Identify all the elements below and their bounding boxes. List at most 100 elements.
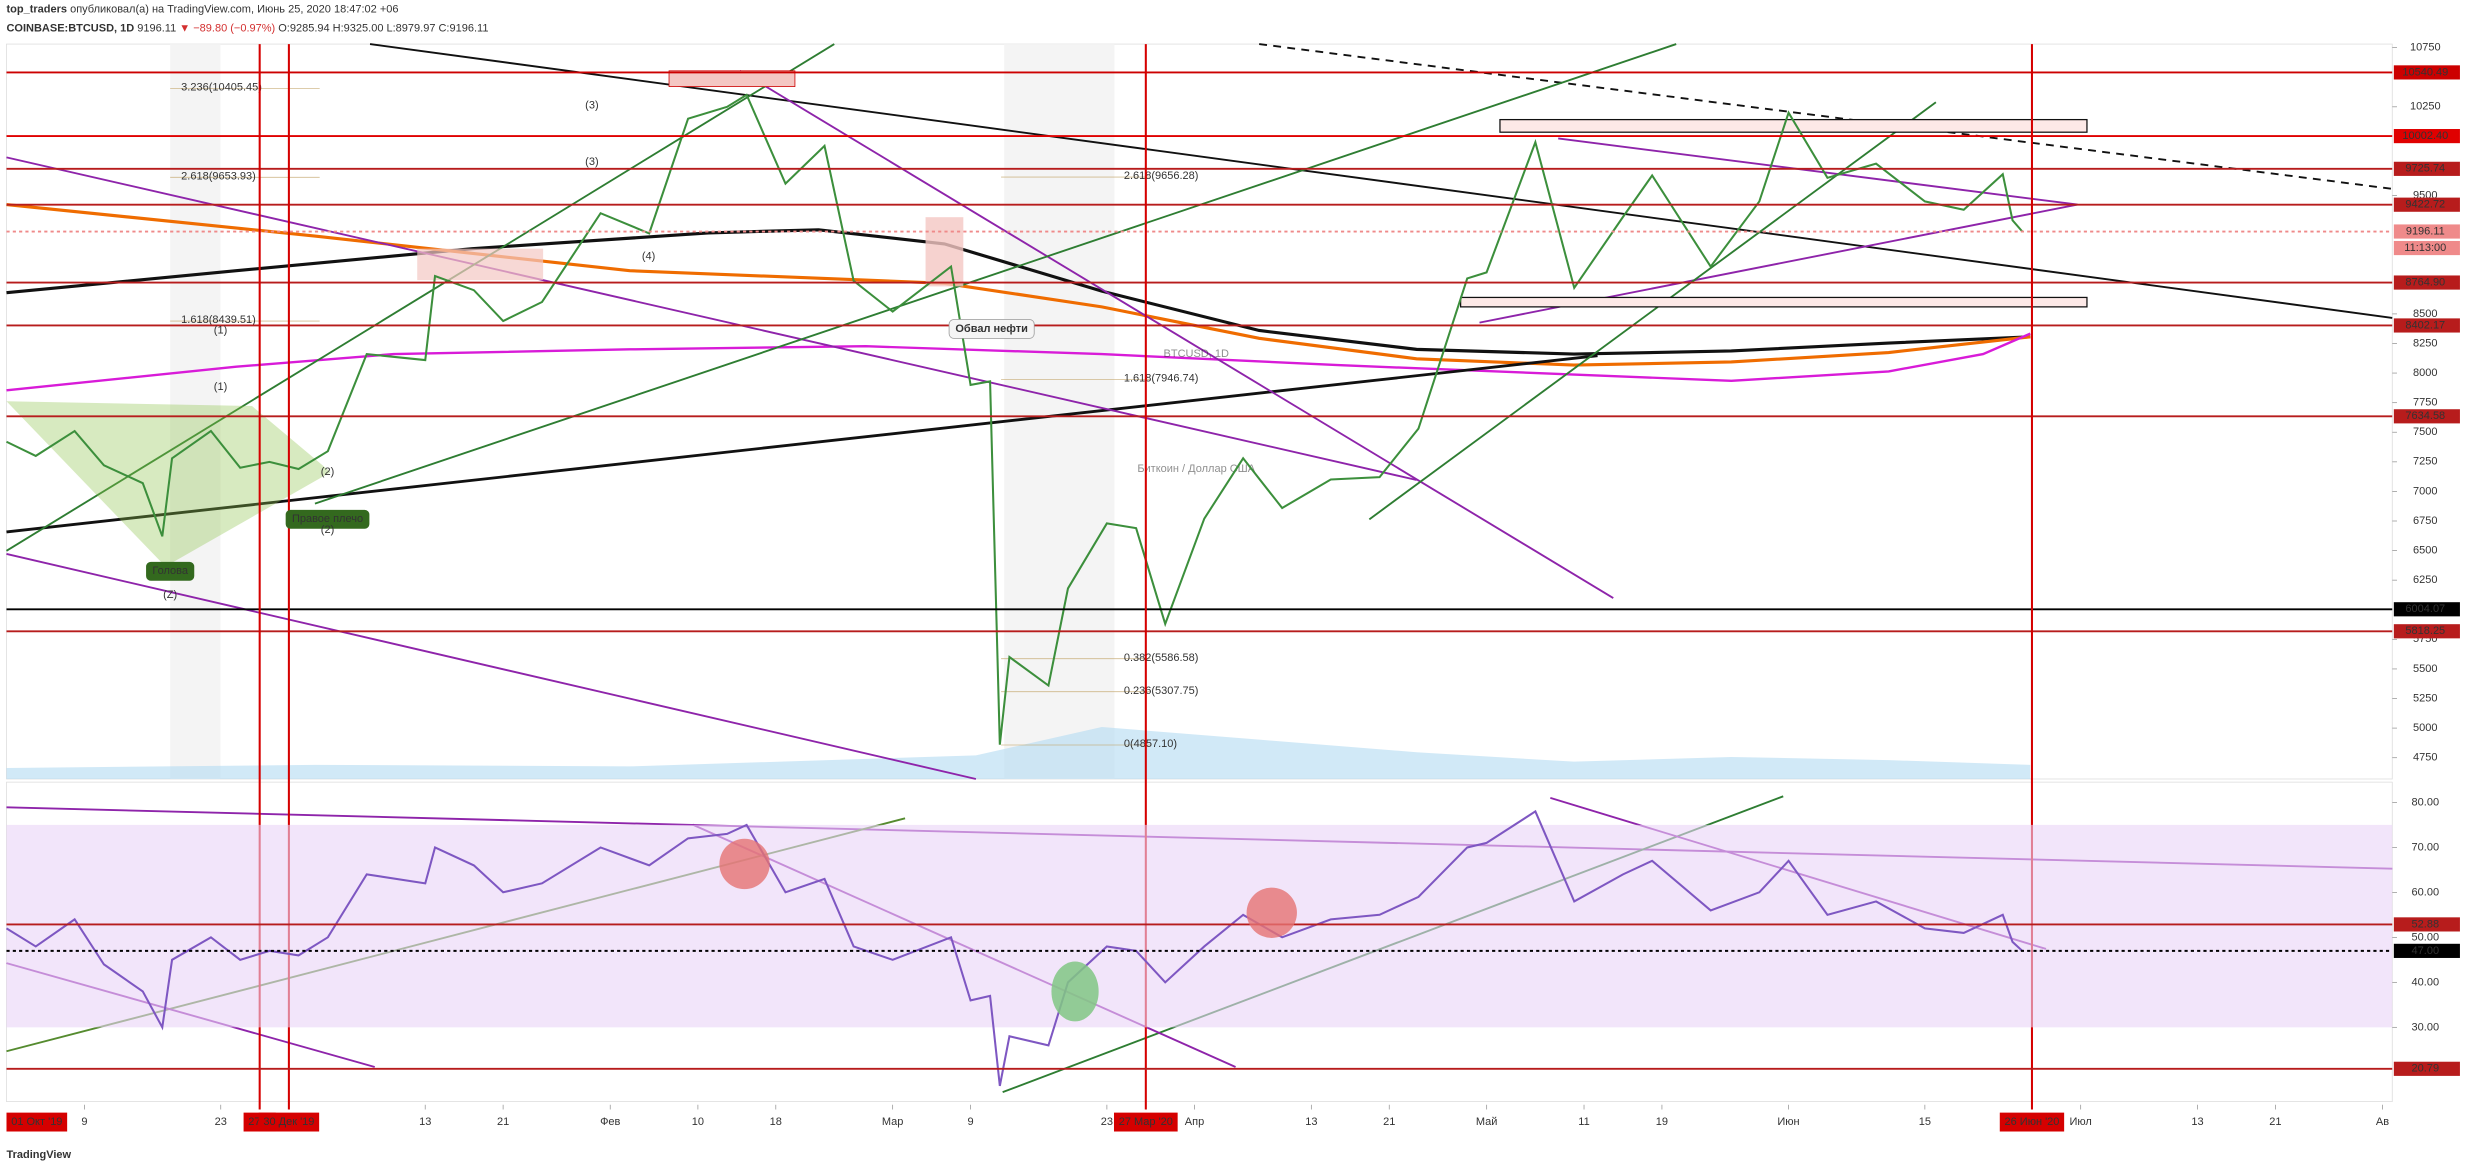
y-tick-label: 8250 — [2413, 337, 2437, 349]
y-tick-label: 5500 — [2413, 663, 2437, 675]
watermark: BTCUSD, 1D — [1164, 348, 1229, 360]
date-label: 26 Июн '20 — [2005, 1116, 2060, 1128]
x-tick-label: 18 — [770, 1116, 782, 1128]
level-tag — [2393, 1061, 2460, 1076]
level-tag — [2393, 318, 2460, 333]
level-label: 52.88 — [2412, 918, 2440, 930]
zone — [417, 248, 544, 281]
date-label: 30 Дек '19 — [263, 1116, 314, 1128]
zone — [668, 70, 796, 87]
level-label: 10540.49 — [2402, 66, 2448, 78]
y-tick-label: 6500 — [2413, 544, 2437, 556]
annotation: (1) — [214, 324, 227, 336]
fib-label: 0(4857.10) — [1124, 738, 1177, 750]
x-tick-label: Фев — [600, 1116, 620, 1128]
level-tag — [2393, 943, 2460, 958]
level-tag — [2393, 602, 2460, 617]
annotation: (1) — [214, 381, 227, 393]
level-label: 9196.11 — [2406, 225, 2445, 237]
x-tick-label: Июн — [1777, 1116, 1799, 1128]
annotation-box — [948, 319, 1035, 339]
fib-label: 2.618(9653.93) — [181, 170, 256, 182]
y-tick-label: 60.00 — [2412, 886, 2440, 898]
x-tick-label: 21 — [2269, 1116, 2281, 1128]
date-label: 27 Мар '20 — [1119, 1116, 1173, 1128]
x-tick-label: 13 — [419, 1116, 431, 1128]
circle — [1246, 887, 1297, 938]
countdown: 11:13:00 — [2404, 242, 2446, 254]
x-tick-label: 13 — [2191, 1116, 2203, 1128]
x-tick-label: 19 — [1656, 1116, 1668, 1128]
trendline — [6, 553, 977, 780]
x-tick-label: Апр — [1185, 1116, 1204, 1128]
trendline — [6, 354, 1598, 534]
published: опубликовал(а) на TradingView.com, Июнь … — [70, 3, 398, 15]
level-label: 20.79 — [2412, 1063, 2440, 1075]
y-tick-label: 4750 — [2413, 752, 2437, 764]
annotation: (4) — [642, 250, 655, 262]
y-tick-label: 7000 — [2413, 485, 2437, 497]
drawings — [6, 43, 2393, 1094]
circle — [1051, 961, 1099, 1022]
symbol: COINBASE:BTCUSD, 1D — [6, 22, 134, 34]
date-tag — [1113, 1112, 1178, 1132]
brand: TradingView — [6, 1149, 71, 1161]
x-tick-label: Май — [1476, 1116, 1498, 1128]
y-tick-label: 5250 — [2413, 692, 2437, 704]
annotation: Обвал нефти — [955, 323, 1028, 335]
trendline — [1558, 137, 2078, 206]
session-shade — [170, 44, 221, 779]
zone — [1459, 296, 2088, 308]
x-tick-label: 23 — [215, 1116, 227, 1128]
y-tick-label: 7500 — [2413, 426, 2437, 438]
x-tick-label: Июл — [2069, 1116, 2091, 1128]
y-tick-label: 40.00 — [2412, 976, 2440, 988]
fib-label: 1.618(7946.74) — [1124, 372, 1199, 384]
fib-label: 2.618(9656.28) — [1124, 170, 1199, 182]
level-label: 9422.72 — [2405, 199, 2445, 211]
annotation: Голова — [152, 565, 188, 577]
level-tag — [2393, 224, 2460, 239]
circle — [719, 838, 770, 890]
y-tick-label: 5000 — [2413, 722, 2437, 734]
last-price: 9196.11 — [137, 22, 176, 34]
annotation-box — [146, 561, 195, 581]
level-label: 8402.17 — [2405, 319, 2445, 331]
x-tick-label: 9 — [81, 1116, 87, 1128]
y-tick-label: 7250 — [2413, 456, 2437, 468]
annotation-box — [285, 509, 370, 529]
fib-label: 0.382(5586.58) — [1124, 652, 1199, 664]
y-tick-label: 50.00 — [2412, 931, 2440, 943]
symbol-line: COINBASE:BTCUSD, 1D 9196.11 ▼ −89.80 (−0… — [6, 22, 488, 34]
y-tick-label: 7750 — [2413, 397, 2437, 409]
rsi-band — [6, 824, 2393, 1028]
marks: 1075010250950085008250800077507500725070… — [5, 42, 2460, 1132]
annotation: Правое плечо — [292, 513, 363, 525]
annotation: (3) — [585, 99, 598, 111]
level-tag — [2393, 65, 2460, 80]
volume-area — [6, 727, 2031, 779]
trendline — [6, 43, 835, 552]
x-tick-label: Мар — [882, 1116, 904, 1128]
level-label: 10002.40 — [2402, 130, 2448, 142]
date-label: 01 Окт '19 — [11, 1116, 62, 1128]
author: top_traders — [6, 3, 67, 15]
y-tick-label: 6250 — [2413, 574, 2437, 586]
y-tick-label: 8500 — [2413, 308, 2437, 320]
fib-label: 3.236(10405.45) — [181, 82, 262, 94]
annotation: (3) — [585, 156, 598, 168]
y-tick-label: 80.00 — [2412, 796, 2440, 808]
x-tick-label: 15 — [1919, 1116, 1931, 1128]
level-label: 5818.25 — [2405, 625, 2445, 637]
annotation: (2) — [321, 524, 334, 536]
x-tick-label: 21 — [497, 1116, 509, 1128]
level-tag — [2393, 161, 2460, 176]
level-label: 8764.90 — [2405, 276, 2445, 288]
zone — [925, 217, 964, 287]
level-label: 47.00 — [2412, 945, 2440, 957]
level-tag — [2393, 197, 2460, 212]
trendline — [369, 43, 2393, 319]
y-tick-label: 30.00 — [2412, 1021, 2440, 1033]
y-tick-label: 10250 — [2410, 101, 2441, 113]
fib-label: 1.618(8439.51) — [181, 314, 256, 326]
